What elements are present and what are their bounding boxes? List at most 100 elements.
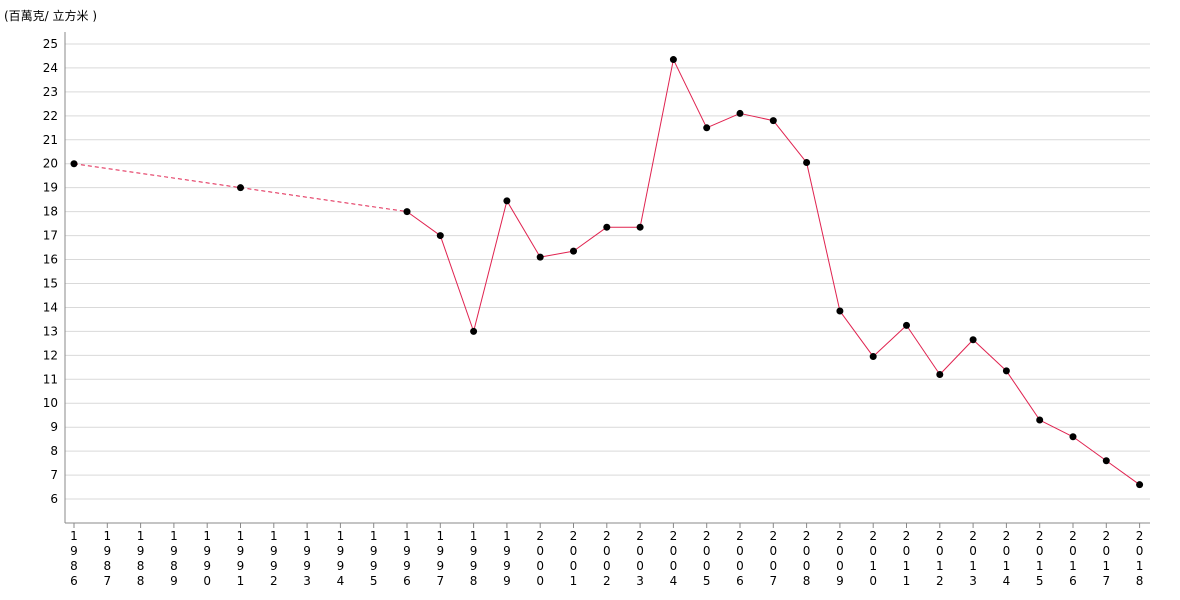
- y-tick-label: 8: [50, 444, 58, 458]
- data-point: [237, 184, 244, 192]
- axes: [64, 32, 1150, 528]
- data-point: [1102, 457, 1110, 465]
- series-segment: [1039, 419, 1074, 438]
- data-point: [903, 321, 910, 329]
- data-point: [1002, 367, 1010, 375]
- y-tick-label: 15: [43, 276, 58, 290]
- y-tick-label: 11: [43, 372, 58, 386]
- y-tick-label: 13: [43, 324, 58, 338]
- series-segment: [672, 59, 708, 129]
- series-segment: [1005, 370, 1041, 421]
- data-point: [969, 336, 977, 344]
- data-point: [703, 124, 711, 132]
- data-point: [503, 197, 511, 205]
- data-point: [936, 371, 944, 379]
- y-axis-unit-label: (百萬克/ 立方米 ): [4, 8, 97, 23]
- data-point: [1136, 481, 1144, 489]
- y-tick-label: 22: [43, 109, 58, 123]
- series-segment: [806, 162, 841, 312]
- series-segment: [772, 120, 807, 163]
- series-lines: [73, 59, 1140, 486]
- series-segment-interpolated: [240, 187, 408, 213]
- series-segment: [540, 250, 574, 258]
- data-point: [836, 307, 844, 315]
- y-tick-labels: 6 7 8 9 10 11 12 13 14 15 16 17 18 19 20 21 22 23 24 25: [43, 37, 58, 506]
- data-point: [403, 208, 411, 216]
- grid-lines: [65, 43, 1150, 500]
- x-tick-labels: 1 9 8 6 1 9 8 7 1 9 8 8 1 9 8 9 1 9 9 0 1 9 9 1 1 9 9 2 1 9 9 3 1 9 9 4 1 9 9 5…: [70, 529, 1143, 588]
- data-point: [736, 109, 744, 117]
- data-point: [1069, 433, 1077, 441]
- y-tick-label: 10: [43, 396, 58, 410]
- data-point: [1036, 416, 1044, 424]
- series-segment: [506, 200, 541, 258]
- y-tick-label: 20: [43, 157, 58, 171]
- y-tick-label: 21: [43, 133, 58, 147]
- data-point: [536, 253, 544, 261]
- y-tick-label: 24: [43, 61, 58, 75]
- data-point: [570, 247, 577, 255]
- data-point: [70, 160, 78, 168]
- data-point: [803, 159, 811, 167]
- series-segment: [439, 235, 475, 332]
- data-point: [603, 223, 611, 231]
- data-point: [636, 223, 644, 231]
- data-point: [436, 232, 444, 240]
- series-segment: [406, 211, 441, 236]
- y-tick-label: 7: [50, 468, 58, 482]
- series-segment: [473, 200, 508, 332]
- series-segment: [1072, 436, 1107, 462]
- series-segment: [739, 112, 774, 122]
- data-point: [470, 327, 478, 335]
- y-tick-label: 19: [43, 181, 58, 195]
- series-segment: [872, 325, 907, 357]
- series-segment-interpolated: [73, 163, 241, 189]
- y-tick-label: 6: [50, 492, 58, 506]
- series-segment: [939, 339, 974, 375]
- series-segment: [839, 310, 874, 357]
- y-tick-label: 18: [43, 205, 58, 219]
- y-tick-label: 14: [43, 300, 58, 314]
- y-tick-label: 25: [43, 37, 58, 51]
- y-tick-label: 16: [43, 253, 58, 267]
- y-tick-label: 9: [50, 420, 58, 434]
- series-segment: [972, 339, 1007, 372]
- y-tick-label: 12: [43, 348, 58, 362]
- data-point: [769, 117, 777, 125]
- series-segment: [906, 325, 941, 375]
- data-points: [70, 56, 1144, 489]
- y-tick-label: 17: [43, 229, 58, 243]
- data-point: [869, 353, 877, 361]
